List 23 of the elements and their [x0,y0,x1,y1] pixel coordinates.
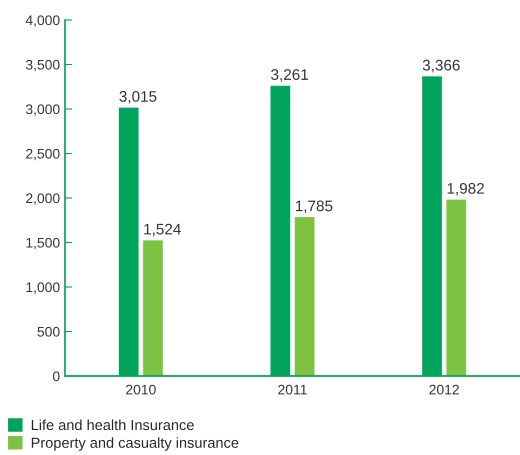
bar [294,217,314,376]
data-label: 3,261 [271,69,308,82]
legend-label: Life and health Insurance [32,419,194,430]
legend-label: Property and casualty insurance [32,437,238,451]
y-tick-label: 1,000 [26,282,60,294]
bar [446,200,466,376]
y-tick-label: 4,000 [26,15,60,27]
data-label: 1,982 [448,182,484,196]
y-tick-label: 1,500 [26,238,60,250]
data-label: 1,524 [144,224,181,236]
y-tick-label: 3,500 [26,60,60,72]
y-tick-label: 500 [38,326,60,337]
x-tick-label: 2011 [278,384,307,395]
data-label: 3,015 [119,91,156,104]
y-tick-label: 3,000 [26,104,60,116]
data-label: 1,785 [296,200,332,214]
y-tick-label: 2,500 [26,148,60,160]
y-tick-label: 0 [52,371,60,382]
bar [143,240,163,376]
y-tick-label: 2,000 [26,193,60,205]
data-label: 3,366 [422,60,460,72]
x-tick-label: 2012 [429,384,459,395]
x-tick-label: 2010 [126,384,156,395]
